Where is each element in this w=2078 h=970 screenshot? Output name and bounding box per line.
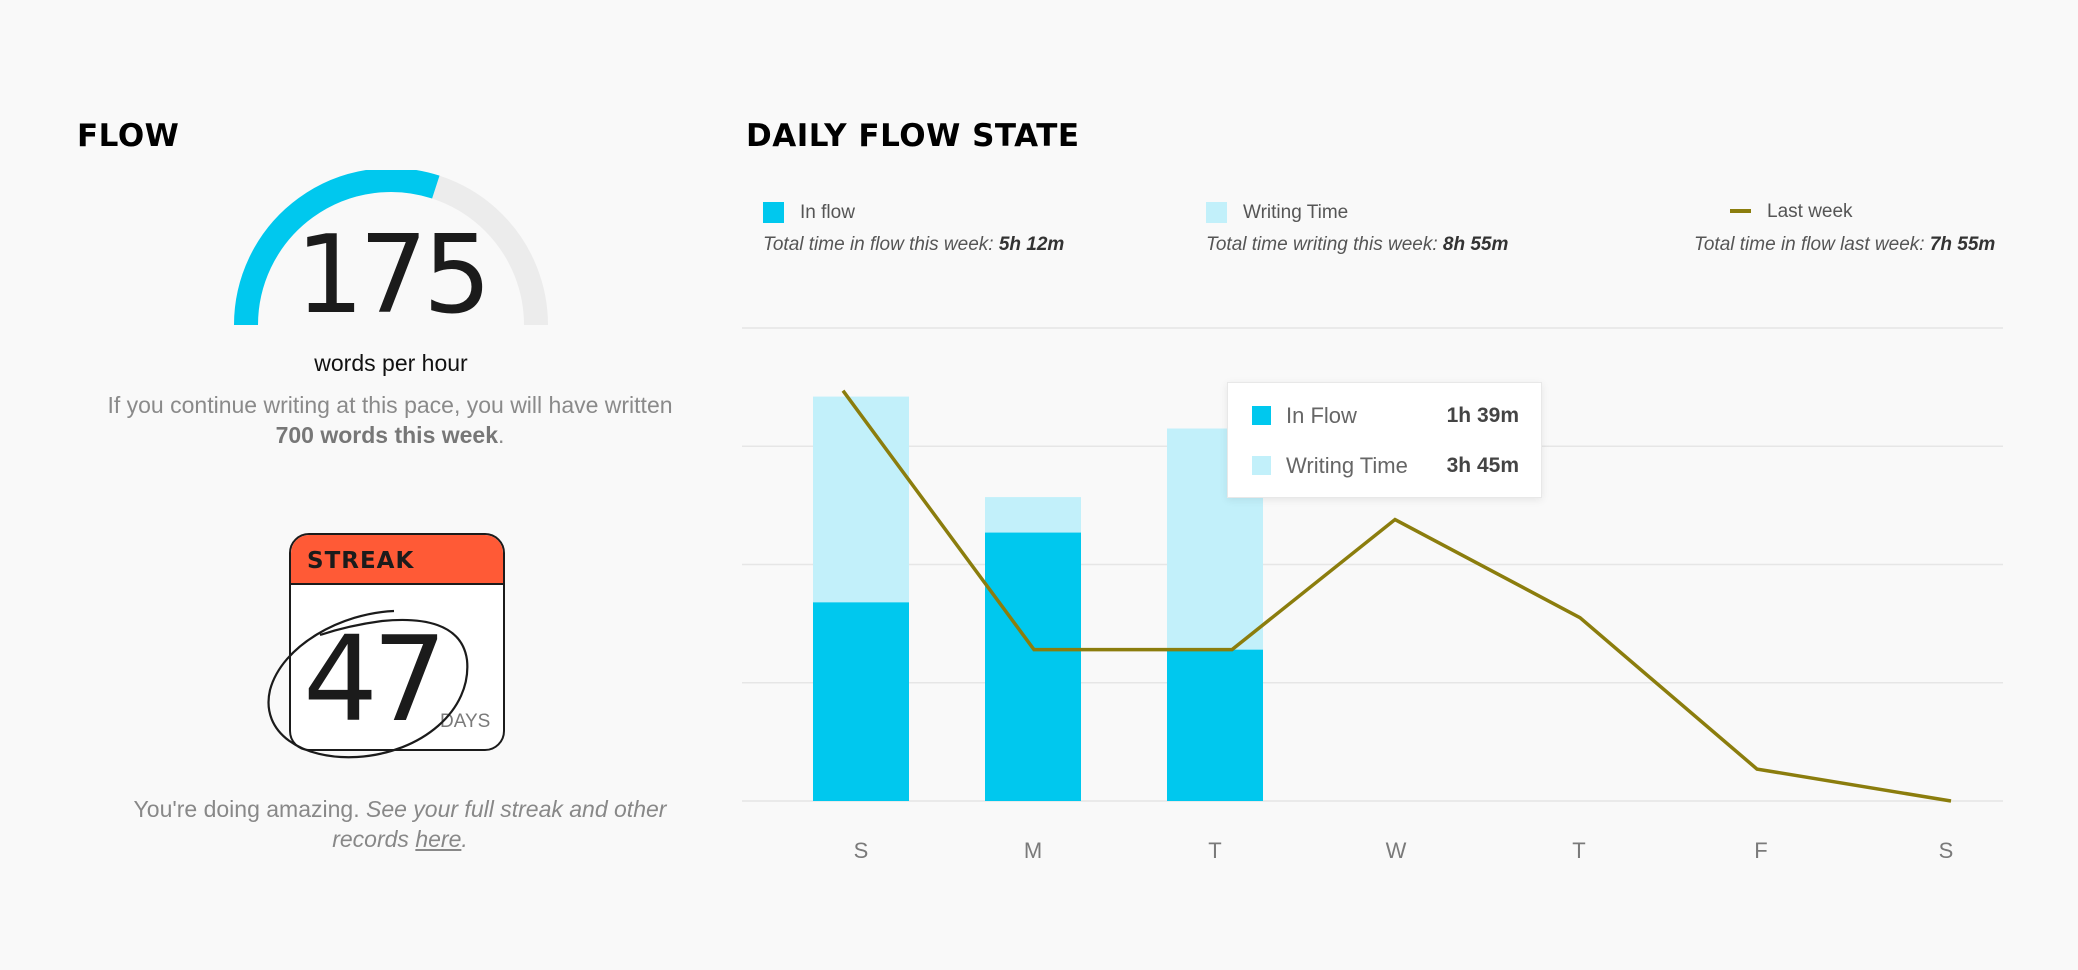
x-tick-label: S	[1939, 838, 1954, 863]
bar-writing-time	[813, 396, 909, 603]
streak-count: 47	[303, 610, 447, 748]
tooltip-swatch-writing-time	[1252, 456, 1271, 475]
bar-in-flow	[985, 532, 1081, 801]
tooltip-value-writing-time: 3h 45m	[1446, 454, 1519, 477]
words-per-hour-value: 175	[295, 213, 491, 338]
words-per-hour-label: words per hour	[314, 350, 468, 376]
tooltip-swatch-in-flow	[1252, 406, 1271, 425]
x-tick-label: T	[1572, 838, 1585, 863]
chart-title: DAILY FLOW STATE	[746, 118, 1080, 154]
streak-message: You're doing amazing. See your full stre…	[100, 794, 700, 854]
streak-calendar-card: STREAK	[289, 533, 505, 751]
legend-swatch-last-week	[1730, 209, 1751, 213]
pace-text-prefix: If you continue writing at this pace, yo…	[107, 392, 673, 418]
pace-text-suffix: .	[498, 422, 505, 448]
tooltip-label-in-flow: In Flow	[1286, 403, 1357, 428]
streak-message-plain: You're doing amazing.	[133, 796, 360, 822]
legend-label-writing-time: Writing Time	[1243, 202, 1349, 223]
gauge-fill	[234, 170, 440, 326]
bar-in-flow	[1167, 649, 1263, 801]
hand-drawn-circle-icon	[267, 609, 469, 759]
x-tick-label: W	[1386, 838, 1407, 863]
x-tick-label: M	[1024, 838, 1042, 863]
legend-summary-prefix: Total time in flow this week:	[763, 234, 994, 255]
legend-swatch-writing-time	[1206, 202, 1227, 223]
bar-tooltip: In Flow 1h 39m Writing Time 3h 45m	[1227, 382, 1542, 498]
legend-summary-last-week: Total time in flow last week: 7h 55m	[1694, 234, 1995, 256]
legend-summary-prefix: Total time writing this week:	[1206, 234, 1438, 255]
legend-swatch-in-flow	[763, 202, 784, 223]
x-tick-label: T	[1208, 838, 1221, 863]
streak-message-end: .	[461, 826, 468, 852]
flow-title: FLOW	[77, 118, 180, 154]
x-tick-label: S	[854, 838, 869, 863]
tooltip-value-in-flow: 1h 39m	[1446, 404, 1519, 427]
bar-in-flow	[813, 602, 909, 801]
streak-unit: DAYS	[440, 711, 491, 732]
words-per-hour-gauge	[234, 170, 548, 326]
legend-summary-in-flow: Total time in flow this week: 5h 12m	[763, 234, 1064, 256]
x-tick-label: F	[1754, 838, 1767, 863]
legend-summary-prefix: Total time in flow last week:	[1694, 234, 1925, 255]
pace-projection-text: If you continue writing at this pace, yo…	[70, 390, 710, 450]
bar-writing-time	[985, 497, 1081, 533]
legend-summary-value: 7h 55m	[1929, 234, 1996, 255]
legend-summary-value: 8h 55m	[1442, 234, 1509, 255]
legend-summary-value: 5h 12m	[998, 234, 1065, 255]
streak-message-italic: See your full streak and other records	[332, 796, 667, 852]
legend-label-in-flow: In flow	[800, 202, 855, 223]
streak-records-link[interactable]: here	[415, 826, 462, 852]
legend-summary-writing-time: Total time writing this week: 8h 55m	[1206, 234, 1508, 256]
tooltip-label-writing-time: Writing Time	[1286, 453, 1408, 478]
pace-text-words: 700 words this week	[275, 422, 499, 448]
legend-label-last-week: Last week	[1767, 201, 1853, 222]
streak-header: STREAK	[291, 535, 503, 585]
